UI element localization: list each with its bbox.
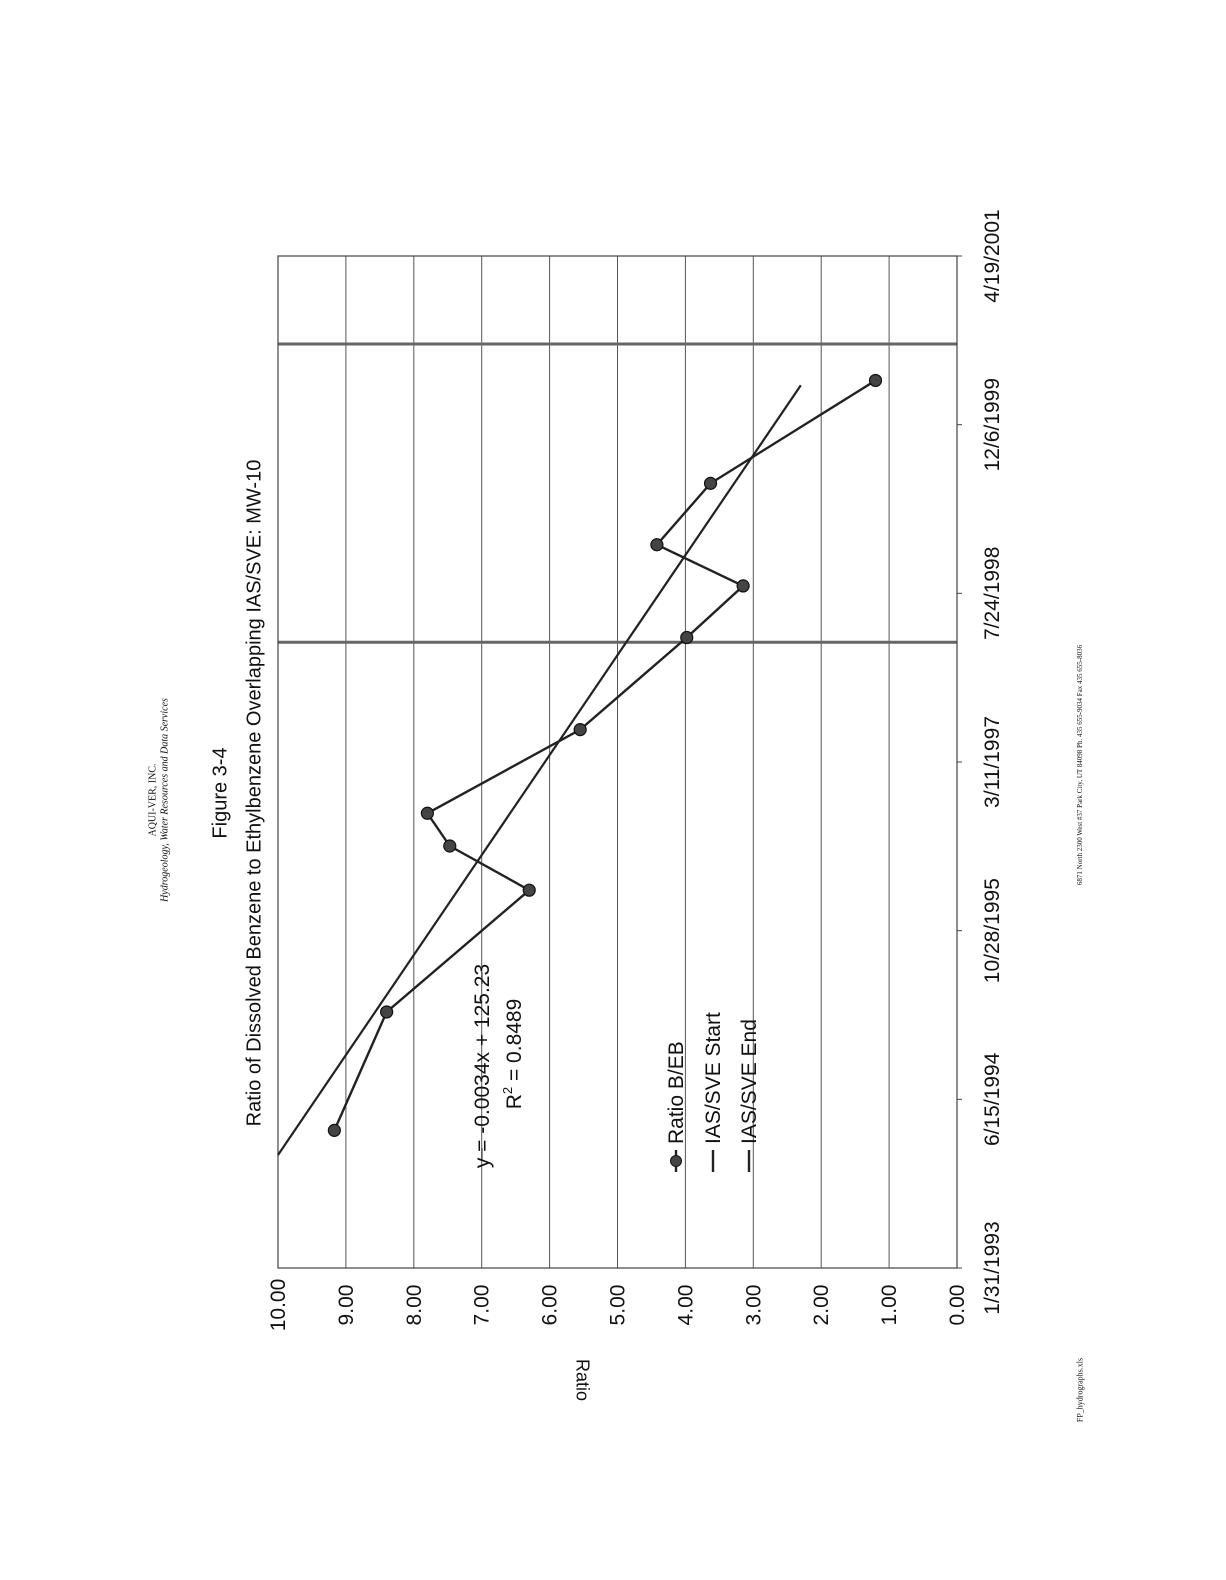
x-tick-labels: 1/31/1993 6/15/1994 10/28/1995 3/11/1997 7/2…	[957, 209, 1004, 1315]
data-point	[650, 538, 664, 552]
x-tick-label: 6/15/1994	[981, 1052, 1004, 1146]
trendline-equation: y = -0.0034x + 125.23 R2 = 0.8489	[471, 964, 526, 1168]
data-point	[380, 1005, 394, 1019]
data-point	[420, 806, 434, 820]
data-point	[736, 579, 750, 593]
data-point	[522, 883, 536, 897]
data-point	[573, 723, 587, 737]
trendline-line	[277, 384, 802, 1156]
y-tick-label: 1.00	[878, 1285, 901, 1326]
data-point	[868, 373, 883, 388]
y-tick-labels: 0.00 1.00 2.00 3.00 4.00 5.00 6.00 7.00 8.00 9.00…	[267, 1279, 969, 1332]
legend-marker	[670, 1155, 682, 1167]
y-tick-label: 6.00	[539, 1285, 562, 1326]
r-squared-text: R2 = 0.8489	[500, 999, 526, 1110]
legend-label: IAS/SVE Start	[702, 1012, 725, 1144]
legend-label: Ratio B/EB	[665, 1041, 688, 1144]
x-tick-label: 4/19/2001	[981, 209, 1004, 302]
y-tick-label: 5.00	[607, 1285, 630, 1326]
equation-text: y = -0.0034x + 125.23	[471, 964, 494, 1168]
x-tick-label: 10/28/1995	[981, 878, 1004, 983]
trendline	[277, 384, 802, 1156]
data-point	[327, 1123, 341, 1137]
data-point	[443, 839, 457, 853]
x-tick-label: 3/11/1997	[981, 716, 1004, 808]
y-tick-label: 9.00	[335, 1285, 358, 1326]
y-tick-label: 4.00	[674, 1285, 697, 1326]
data-point	[703, 476, 718, 490]
data-point	[680, 630, 694, 645]
x-tick-label: 12/6/1999	[981, 378, 1004, 471]
x-tick-label: 7/24/1998	[981, 547, 1004, 640]
y-tick-label: 10.00	[267, 1279, 290, 1332]
y-tick-label: 7.00	[471, 1285, 494, 1326]
ias-sve-markers	[278, 342, 957, 644]
y-tick-label: 0.00	[946, 1285, 969, 1326]
series-ratio-be	[327, 373, 883, 1137]
x-tick-label: 1/31/1993	[981, 1221, 1004, 1314]
y-tick-label: 8.00	[403, 1285, 426, 1326]
y-tick-label: 3.00	[742, 1285, 765, 1326]
legend-label: IAS/SVE End	[738, 1019, 761, 1144]
y-tick-label: 2.00	[810, 1285, 833, 1326]
series-line	[333, 379, 877, 1131]
legend: Ratio B/EB IAS/SVE Start IAS/SVE End	[665, 1012, 761, 1172]
grid-lines	[277, 256, 958, 1268]
